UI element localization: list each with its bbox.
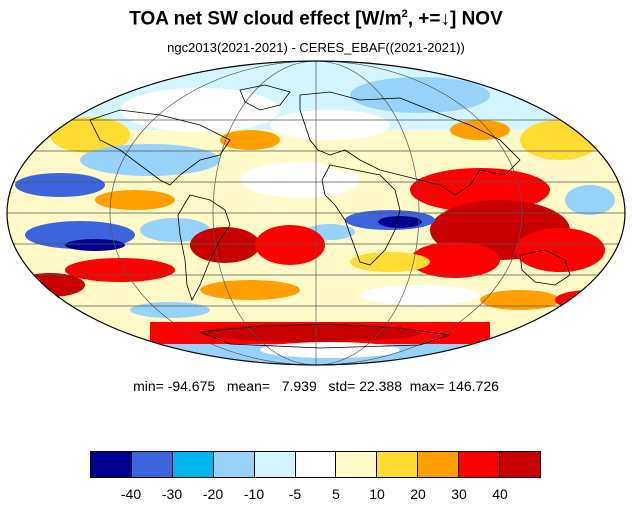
plot-subtitle: ngc2013(2021-2021) - CERES_EBAF((2021-20…: [167, 40, 465, 55]
mean-label: mean=: [226, 378, 271, 394]
colorbar-tick-label: 30: [451, 486, 467, 502]
colorbar-swatch: [254, 452, 296, 477]
title-superscript: 2: [401, 8, 408, 20]
colorbar-tick-label: -10: [243, 486, 265, 502]
colorbar-swatch: [131, 452, 173, 477]
graticule: [7, 61, 625, 365]
std-value: 22.388: [359, 378, 403, 394]
colorbar-tick-label: -30: [161, 486, 183, 502]
colorbar-tick-label: 40: [492, 486, 508, 502]
max-label: max=: [409, 378, 445, 394]
title-text: TOA net SW cloud effect [W/m: [129, 8, 402, 30]
colorbar-tick-labels: -40 -30 -20 -10 -5 5 10 20 30 40: [0, 486, 632, 504]
colorbar-swatch: [336, 452, 378, 477]
colorbar-tick-label: 20: [410, 486, 426, 502]
map-outline: [6, 60, 626, 366]
statistics-line: min= -94.675 mean= 7.939 std= 22.388 max…: [0, 378, 632, 394]
colorbar-tick-label: -20: [202, 486, 224, 502]
max-value: 146.726: [448, 378, 499, 394]
colorbar-tick-label: 10: [369, 486, 385, 502]
title-suffix: , +=↓] NOV: [407, 8, 503, 30]
colorbar-swatch: [459, 452, 501, 477]
colorbar-tick-label: 5: [332, 486, 340, 502]
min-value: -94.675: [167, 378, 216, 394]
colorbar-swatch: [377, 452, 419, 477]
colorbar-swatch: [295, 452, 337, 477]
colorbar-swatch: [213, 452, 255, 477]
colorbar: [90, 451, 541, 478]
colorbar-tick-label: -5: [288, 486, 302, 502]
min-label: min=: [133, 378, 164, 394]
std-label: std=: [328, 378, 356, 394]
mean-value: 7.939: [281, 378, 317, 394]
plot-title: TOA net SW cloud effect [W/m2, +=↓] NOV: [0, 8, 632, 30]
colorbar-swatch: [91, 452, 132, 477]
mollweide-map: [6, 60, 626, 366]
colorbar-swatch: [172, 452, 214, 477]
colorbar-swatch: [418, 452, 460, 477]
coastlines: [89, 84, 571, 349]
colorbar-swatch: [500, 452, 540, 477]
colorbar-tick-label: -40: [120, 486, 142, 502]
